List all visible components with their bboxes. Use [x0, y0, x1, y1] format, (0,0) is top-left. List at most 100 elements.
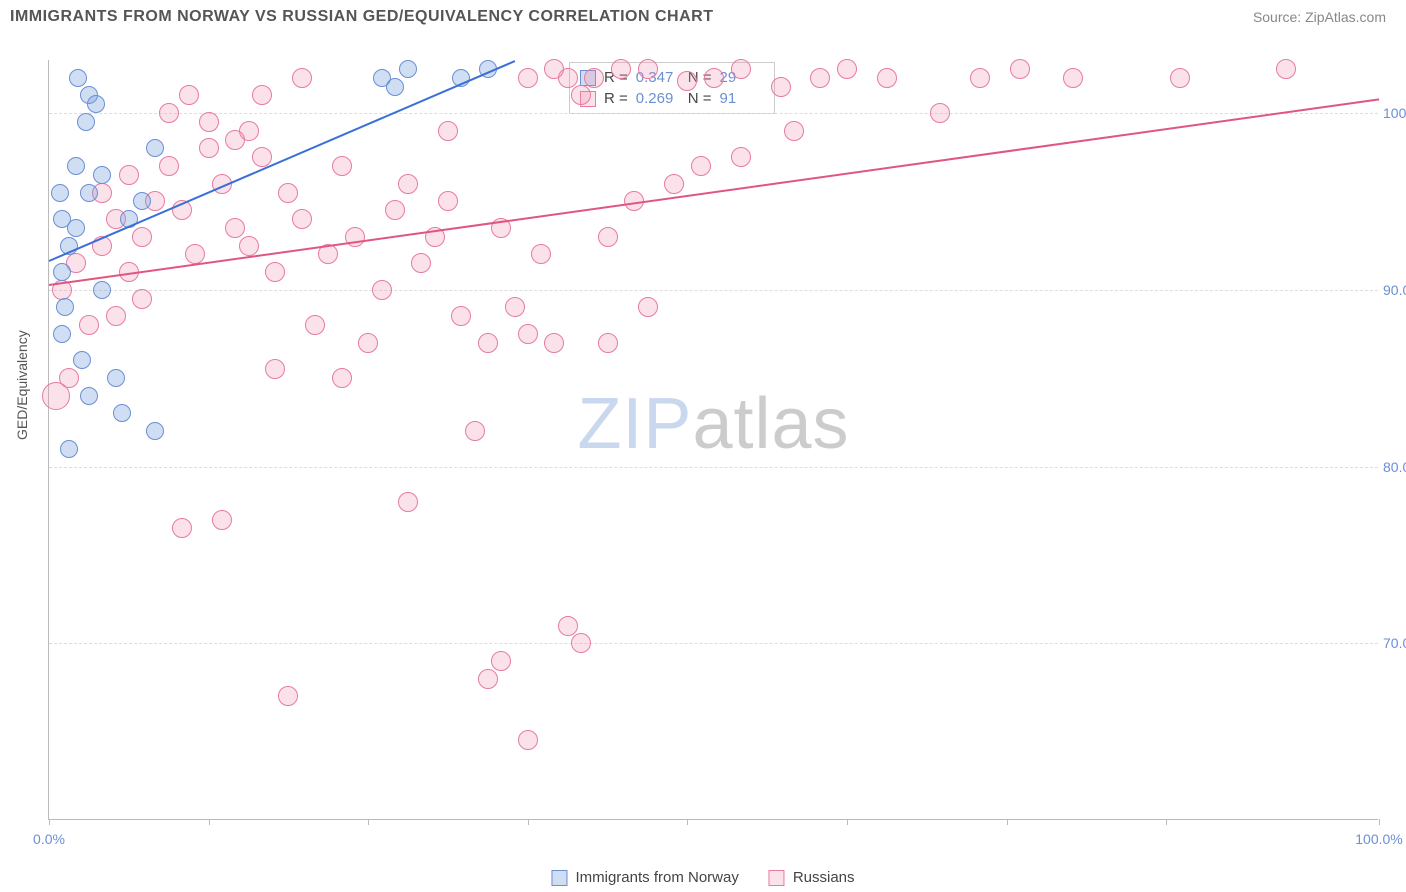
point-series2	[132, 227, 152, 247]
xtick	[49, 819, 50, 825]
point-series2	[398, 174, 418, 194]
point-series2	[225, 130, 245, 150]
point-series2	[438, 191, 458, 211]
point-series1	[77, 113, 95, 131]
gridline	[49, 113, 1378, 114]
point-series2	[478, 333, 498, 353]
point-series1	[51, 184, 69, 202]
point-series2	[584, 68, 604, 88]
ytick-label: 90.0%	[1383, 282, 1406, 298]
point-series2	[465, 421, 485, 441]
xtick	[1379, 819, 1380, 825]
point-series1	[146, 139, 164, 157]
point-series2	[179, 85, 199, 105]
bottom-legend: Immigrants from Norway Russians	[551, 869, 854, 886]
xtick	[1166, 819, 1167, 825]
point-series2	[491, 651, 511, 671]
point-series2	[930, 103, 950, 123]
point-series2	[1063, 68, 1083, 88]
legend-swatch-series1	[551, 870, 567, 886]
point-series1	[53, 210, 71, 228]
xtick	[847, 819, 848, 825]
ytick-label: 100.0%	[1383, 105, 1406, 121]
n-label: N =	[688, 90, 712, 107]
point-series2	[278, 183, 298, 203]
point-series2	[810, 68, 830, 88]
point-series1	[93, 166, 111, 184]
point-series1	[73, 351, 91, 369]
point-series2	[265, 359, 285, 379]
point-series2	[571, 85, 591, 105]
point-series2	[252, 85, 272, 105]
point-series1	[93, 281, 111, 299]
point-series2	[332, 368, 352, 388]
point-series1	[56, 298, 74, 316]
point-series2	[544, 333, 564, 353]
point-series2	[518, 68, 538, 88]
point-series2	[1276, 59, 1296, 79]
point-series2	[731, 59, 751, 79]
point-series2	[1170, 68, 1190, 88]
point-series2	[731, 147, 751, 167]
point-series2	[398, 492, 418, 512]
point-series2	[225, 218, 245, 238]
legend-label-series1: Immigrants from Norway	[575, 869, 738, 886]
point-series2	[1010, 59, 1030, 79]
point-series1	[80, 387, 98, 405]
point-series2	[571, 633, 591, 653]
point-series1	[113, 404, 131, 422]
point-series1	[69, 69, 87, 87]
point-series2	[305, 315, 325, 335]
point-series1	[67, 157, 85, 175]
point-series2	[278, 686, 298, 706]
ytick-label: 80.0%	[1383, 459, 1406, 475]
point-series2	[106, 306, 126, 326]
point-series1	[53, 325, 71, 343]
ytick-label: 70.0%	[1383, 635, 1406, 651]
point-series2	[638, 297, 658, 317]
point-series2	[664, 174, 684, 194]
xtick	[1007, 819, 1008, 825]
point-series2	[531, 244, 551, 264]
point-series1	[399, 60, 417, 78]
point-series2	[877, 68, 897, 88]
point-series2	[691, 156, 711, 176]
gridline	[49, 467, 1378, 468]
y-axis-label: GED/Equivalency	[14, 330, 30, 440]
point-series2	[385, 200, 405, 220]
xtick-label: 0.0%	[33, 831, 65, 847]
point-series2	[638, 59, 658, 79]
series2-r-value: 0.269	[636, 90, 680, 107]
point-series1	[60, 440, 78, 458]
legend-label-series2: Russians	[793, 869, 855, 886]
point-series2	[292, 209, 312, 229]
source-label: Source: ZipAtlas.com	[1253, 9, 1386, 25]
point-series1	[107, 369, 125, 387]
xtick	[528, 819, 529, 825]
point-series2	[837, 59, 857, 79]
point-series2	[451, 306, 471, 326]
point-series2	[372, 280, 392, 300]
point-series2	[132, 289, 152, 309]
point-series2	[212, 510, 232, 530]
point-series1	[53, 263, 71, 281]
point-series2	[199, 112, 219, 132]
point-series2	[159, 103, 179, 123]
legend-swatch-series2	[769, 870, 785, 886]
point-series2	[358, 333, 378, 353]
point-series2	[518, 324, 538, 344]
point-series2	[159, 156, 179, 176]
xtick	[687, 819, 688, 825]
r-label: R =	[604, 90, 628, 107]
xtick	[209, 819, 210, 825]
point-series1	[133, 192, 151, 210]
point-series2	[505, 297, 525, 317]
point-series2	[478, 669, 498, 689]
trendline-series1	[49, 60, 515, 262]
point-series1	[80, 184, 98, 202]
point-series2	[332, 156, 352, 176]
point-series1	[146, 422, 164, 440]
point-series2	[199, 138, 219, 158]
point-series2	[771, 77, 791, 97]
xtick-label: 100.0%	[1355, 831, 1402, 847]
